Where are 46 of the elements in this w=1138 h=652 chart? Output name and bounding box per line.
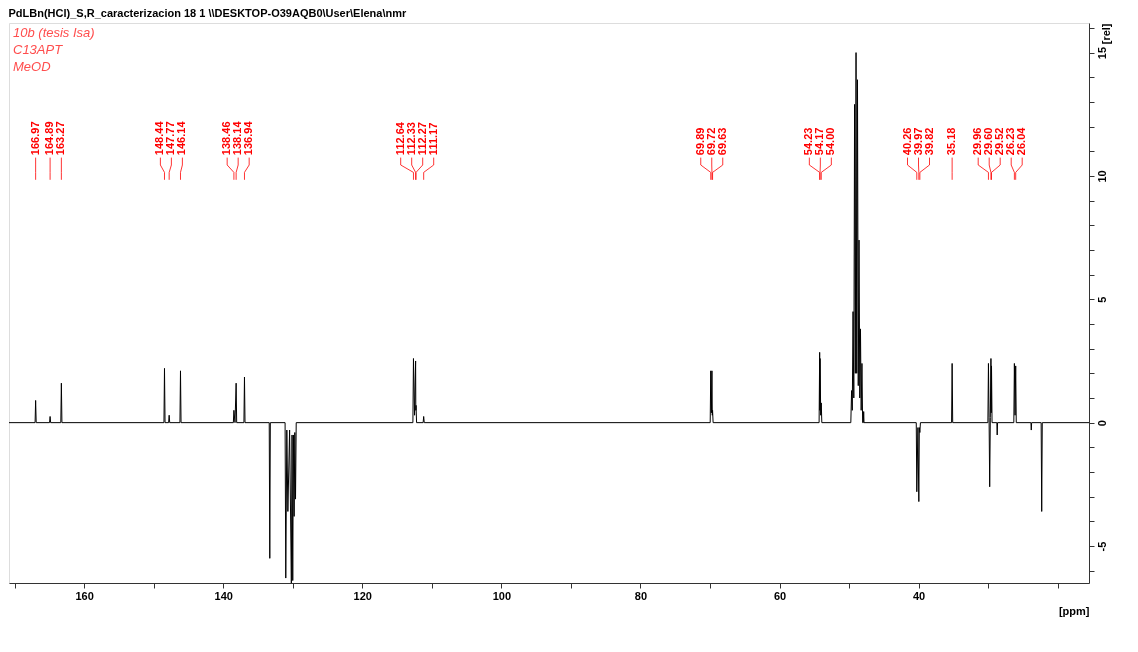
- annotation: 35.18: [945, 127, 958, 156]
- chart-title: PdLBn(HCl)_S,R_caracterizacion 18 1 \\DESKTOP-O39AQB0\User\Elena\nmr: [8, 7, 407, 19]
- annotation: 69.72: [704, 127, 717, 156]
- annotation: 39.97: [911, 127, 924, 156]
- y-tick-label: 10: [1095, 170, 1108, 183]
- annotation: 166.97: [28, 121, 41, 156]
- annotation: 138.46: [220, 121, 233, 156]
- annotation: 54.00: [824, 127, 837, 156]
- annotation: 29.96: [971, 127, 984, 156]
- annotation: 10b (tesis Isa): [13, 25, 95, 40]
- annotation: 69.63: [715, 127, 728, 156]
- x-tick-label: 100: [492, 589, 512, 602]
- x-tick-label: 140: [214, 589, 233, 602]
- annotation: 112.33: [404, 122, 417, 156]
- annotation: 148.44: [153, 120, 166, 156]
- annotation: 29.60: [982, 127, 995, 156]
- x-axis-title: [ppm]: [1058, 604, 1090, 617]
- x-tick-label: 120: [353, 589, 372, 602]
- y-tick-label: -5: [1095, 541, 1108, 552]
- x-tick-label: 60: [773, 589, 787, 602]
- annotation: 111.17: [426, 122, 439, 156]
- annotation: 112.64: [393, 121, 406, 156]
- y-tick-label: 5: [1095, 296, 1108, 303]
- annotation: 54.17: [813, 127, 826, 156]
- x-tick-label: 160: [75, 589, 94, 602]
- y-tick-label: 15: [1095, 46, 1108, 60]
- annotation: 26.04: [1015, 126, 1028, 156]
- annotation: 26.23: [1004, 127, 1017, 156]
- annotation: 138.14: [231, 120, 244, 156]
- annotation: 29.52: [993, 127, 1006, 156]
- annotation: 136.94: [242, 120, 255, 156]
- x-tick-label: 40: [913, 589, 926, 602]
- annotation: MeOD: [13, 59, 51, 74]
- annotation: 39.82: [922, 127, 935, 156]
- y-tick-label: 0: [1095, 420, 1108, 427]
- annotation: 163.27: [54, 121, 67, 156]
- annotation: 54.23: [802, 127, 815, 156]
- annotation: C13APT: [13, 42, 64, 57]
- annotation: 146.14: [175, 120, 188, 156]
- annotation: 164.89: [43, 121, 56, 156]
- y-axis-title: [rel]: [1099, 23, 1112, 45]
- annotation: 69.89: [693, 127, 706, 156]
- annotation: 40.26: [900, 127, 913, 156]
- annotation: 112.27: [415, 122, 428, 156]
- x-tick-label: 80: [634, 589, 648, 602]
- annotation: 147.77: [164, 121, 177, 156]
